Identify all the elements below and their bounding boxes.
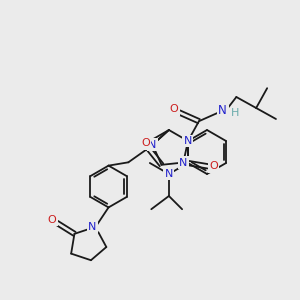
Text: H: H bbox=[231, 108, 239, 118]
Text: N: N bbox=[179, 158, 188, 167]
Text: N: N bbox=[165, 169, 173, 179]
Text: O: O bbox=[170, 104, 178, 114]
Text: N: N bbox=[184, 136, 192, 146]
Text: N: N bbox=[88, 222, 97, 232]
Text: O: O bbox=[141, 138, 150, 148]
Text: O: O bbox=[47, 215, 56, 225]
Text: N: N bbox=[148, 140, 157, 150]
Text: N: N bbox=[218, 104, 227, 117]
Text: O: O bbox=[209, 161, 218, 171]
